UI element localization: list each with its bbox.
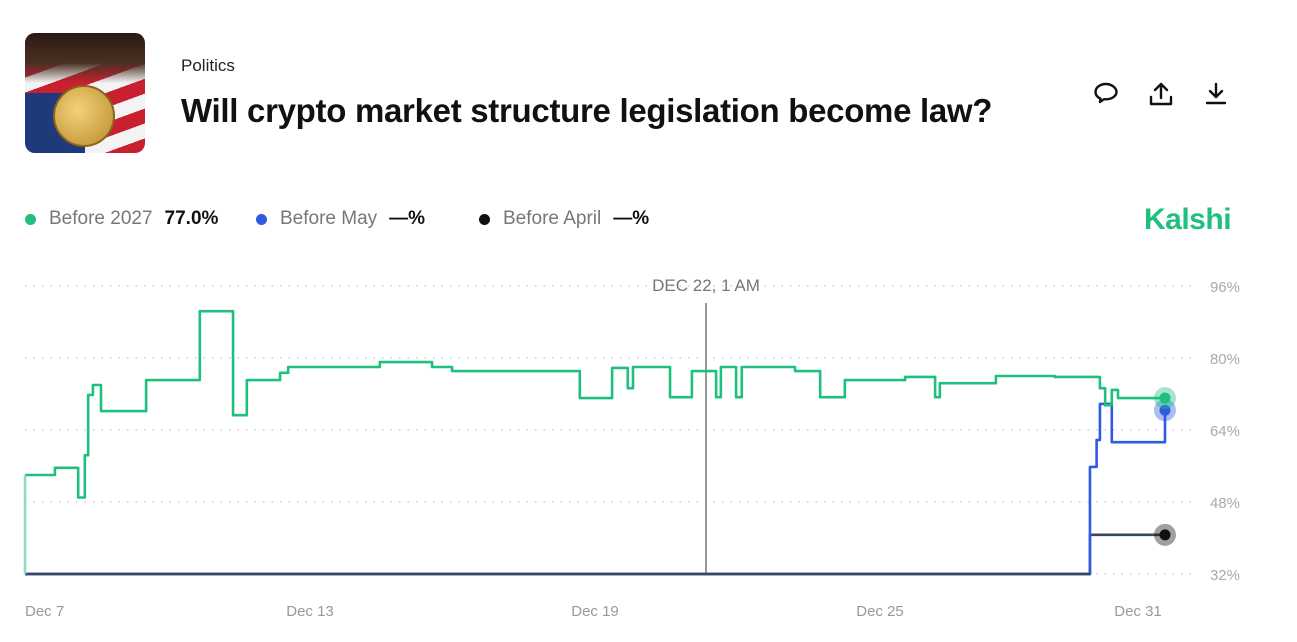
download-icon[interactable] <box>1202 80 1230 108</box>
legend-dot-icon <box>25 213 36 225</box>
series-line-before-2027 <box>25 309 1165 499</box>
legend-name: Before April <box>503 208 602 229</box>
share-icon[interactable] <box>1147 80 1175 108</box>
y-tick-label: 96% <box>1210 279 1240 296</box>
series-end-point <box>1159 529 1171 541</box>
legend-dot-icon <box>256 213 267 225</box>
page-title: Will crypto market structure legislation… <box>181 92 993 129</box>
comment-icon[interactable] <box>1092 80 1120 108</box>
series-line-before-april <box>25 533 1165 576</box>
category-label[interactable]: Politics <box>181 56 235 75</box>
x-tick-label: Dec 13 <box>286 603 334 620</box>
x-tick-label: Dec 31 <box>1114 603 1162 620</box>
legend-value: —% <box>389 208 426 229</box>
series-line-before-may <box>25 402 1167 576</box>
y-tick-label: 32% <box>1210 567 1240 584</box>
x-tick-label: Dec 7 <box>25 603 64 620</box>
bitcoin-coin-image <box>53 85 115 147</box>
kalshi-logo: Kalshi <box>1144 203 1232 236</box>
series-end-point <box>1159 392 1171 404</box>
y-tick-label: 48% <box>1210 495 1240 512</box>
market-thumbnail <box>25 33 145 153</box>
legend-name: Before May <box>280 208 378 229</box>
legend-value: 77.0% <box>164 208 219 229</box>
y-tick-label: 64% <box>1210 423 1240 440</box>
legend-dot-icon <box>479 213 490 225</box>
legend-item-before-may[interactable]: Before May —% <box>256 208 425 230</box>
legend-value: —% <box>613 208 650 229</box>
legend-item-before-april[interactable]: Before April —% <box>479 208 649 230</box>
y-tick-label: 80% <box>1210 351 1240 368</box>
hover-date-label: DEC 22, 1 AM <box>652 276 760 295</box>
x-tick-label: Dec 19 <box>571 603 619 620</box>
x-tick-label: Dec 25 <box>856 603 904 620</box>
legend-name: Before 2027 <box>49 208 153 229</box>
series-end-point <box>1159 404 1171 416</box>
legend-item-before-2027[interactable]: Before 2027 77.0% <box>25 208 218 230</box>
